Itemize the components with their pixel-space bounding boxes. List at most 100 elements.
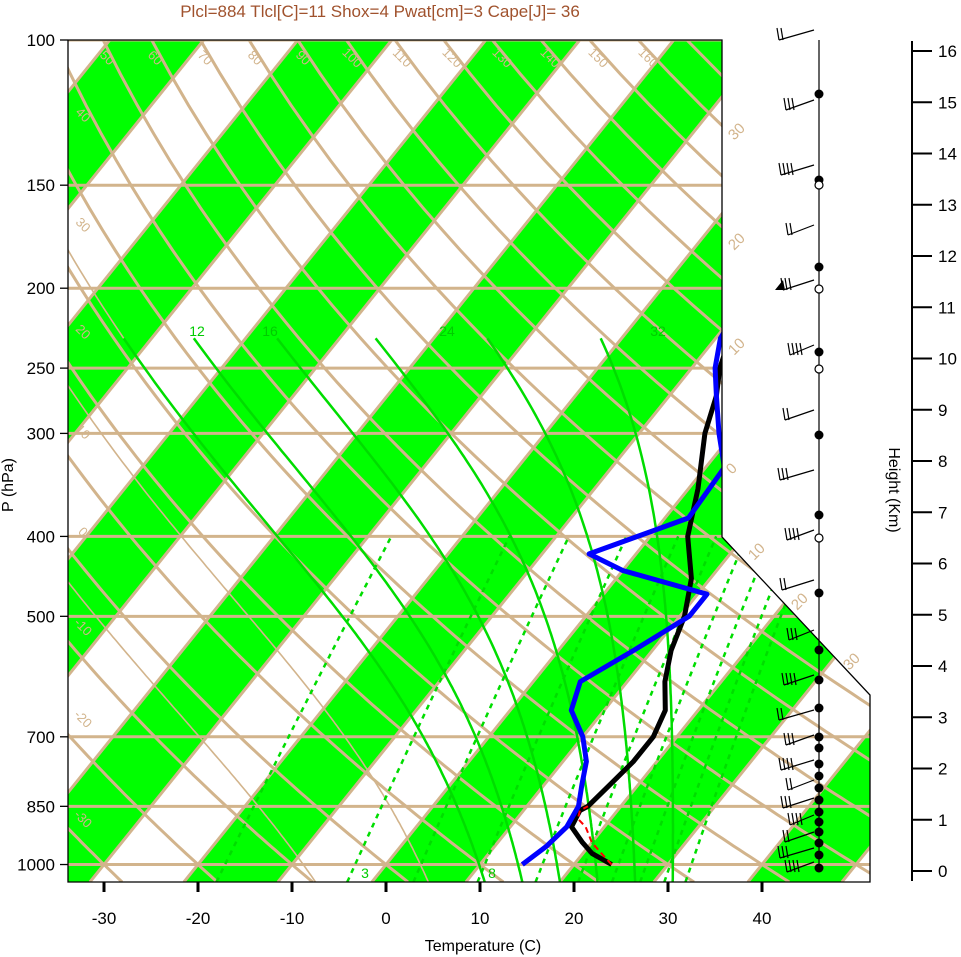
height-tick-label: 11 [938, 298, 956, 317]
wind-barb-feather [785, 467, 789, 481]
height-tick-label: 0 [938, 862, 947, 881]
temperature-tick-label: 40 [753, 909, 772, 928]
wind-barb-shaft [787, 224, 815, 236]
wind-barb-feather [786, 627, 790, 641]
temperature-tick-label: 30 [659, 909, 678, 928]
temperature-axis: -30 -20 -10 0 10 20 30 40 [92, 882, 772, 928]
left-isotherm-label: 30 [73, 214, 94, 235]
wind-barb-shaft [786, 529, 815, 541]
wind-barb-feather [790, 627, 794, 641]
y-axis-title: P (hPa) [0, 458, 17, 512]
wind-level-dot [814, 588, 824, 598]
wind-barb-feather [791, 97, 795, 111]
wind-barb-feather [787, 342, 791, 356]
wind-barb-feather [785, 845, 789, 859]
wind-level-dot [814, 838, 824, 848]
wind-barb-feather [794, 627, 798, 641]
wind-level-dot [814, 510, 824, 520]
wind-barb [781, 672, 815, 686]
dry-adiabat [68, 40, 505, 882]
wind-barb-feather [784, 277, 788, 291]
dry-adiabat [68, 40, 791, 882]
pressure-axis: 100 150 200 250 300 400 500 700 850 1000 [17, 31, 68, 875]
wind-barb-feather [796, 527, 800, 541]
wind-barb-feather [786, 757, 790, 771]
dry-adiabat-label: 120 [439, 45, 465, 71]
wind-barb [787, 812, 815, 826]
wind-barb [785, 222, 815, 236]
height-tick-label: 3 [938, 708, 947, 727]
height-tick-label: 9 [938, 401, 947, 420]
height-axis-title: Height (Km) [885, 447, 902, 532]
wind-barb-feather [786, 829, 790, 843]
dry-adiabat [68, 40, 695, 882]
moist-adiabat-lines [68, 184, 486, 882]
wind-barb [782, 829, 815, 843]
wind-barb [780, 795, 815, 809]
wind-level-dot [814, 817, 824, 827]
left-isotherm-label: -20 [71, 707, 95, 731]
temperature-tick-label: -20 [186, 909, 211, 928]
height-tick-label: 14 [938, 145, 957, 164]
wind-barb-feather [776, 27, 780, 41]
pressure-tick-label: 1000 [17, 856, 55, 875]
wind-barb [776, 707, 815, 721]
temperature-tick-label: 20 [565, 909, 584, 928]
dry-adiabat [296, 40, 870, 882]
wind-level-dot [814, 863, 824, 873]
wind-barb-feather [785, 777, 789, 791]
wind-barb-feather [789, 777, 793, 791]
wind-barb-shaft [782, 279, 815, 291]
dry-adiabat [247, 40, 870, 882]
wind-level-circle [814, 364, 824, 374]
wind-barb-feather [795, 342, 799, 356]
wind-level-circle [814, 284, 824, 294]
wind-barb-feather [781, 467, 785, 481]
wind-barb-shaft [786, 861, 815, 873]
wind-barb-feather [780, 707, 784, 721]
wind-barb-feather [786, 162, 790, 176]
pressure-tick-label: 300 [27, 424, 55, 443]
wind-barb-feather [787, 732, 791, 746]
wind-barb-feather [782, 407, 786, 421]
wind-barb-feather [790, 162, 794, 176]
dry-adiabat [68, 40, 219, 882]
pressure-tick-label: 200 [27, 279, 55, 298]
mixing-ratio-label: 24 [439, 323, 455, 339]
wind-level-circle [814, 533, 824, 543]
isotherm-line [68, 40, 393, 882]
wind-barb-feather [782, 162, 786, 176]
wind-level-dot [814, 645, 824, 655]
dry-adiabat-label: 110 [390, 45, 415, 70]
wind-barb-feather [789, 222, 793, 236]
pressure-tick-label: 700 [27, 728, 55, 747]
wind-level-dot [814, 347, 824, 357]
dry-adiabat [68, 40, 314, 882]
wind-level-dot [814, 262, 824, 272]
mixing-ratio-line [346, 535, 511, 882]
temperature-tick-label: 0 [381, 909, 390, 928]
wind-barb [777, 467, 815, 481]
moist-adiabat [68, 184, 430, 882]
wind-barb-feather [778, 162, 782, 176]
wind-barb-feather [788, 859, 792, 873]
wind-barb-feather [791, 732, 795, 746]
height-tick-label: 13 [938, 196, 957, 215]
wind-barb-feather [792, 527, 796, 541]
right-isotherm-label: 10 [725, 335, 749, 359]
mixing-ratio-line [610, 535, 748, 882]
wind-barb-shaft [778, 709, 815, 721]
moist-adiabat [68, 184, 317, 882]
mixing-ratio-line [639, 535, 773, 882]
height-tick-label: 7 [938, 503, 947, 522]
height-tick-label: 16 [938, 42, 957, 61]
wind-level-dot [814, 703, 824, 713]
height-tick-label: 15 [938, 93, 957, 112]
temperature-band [559, 40, 870, 882]
saturated-adiabat [599, 337, 675, 882]
dry-adiabat [68, 40, 409, 882]
temperature-band [68, 40, 392, 882]
wind-barb-shaft [779, 847, 815, 859]
wind-barb-feather [788, 277, 792, 291]
